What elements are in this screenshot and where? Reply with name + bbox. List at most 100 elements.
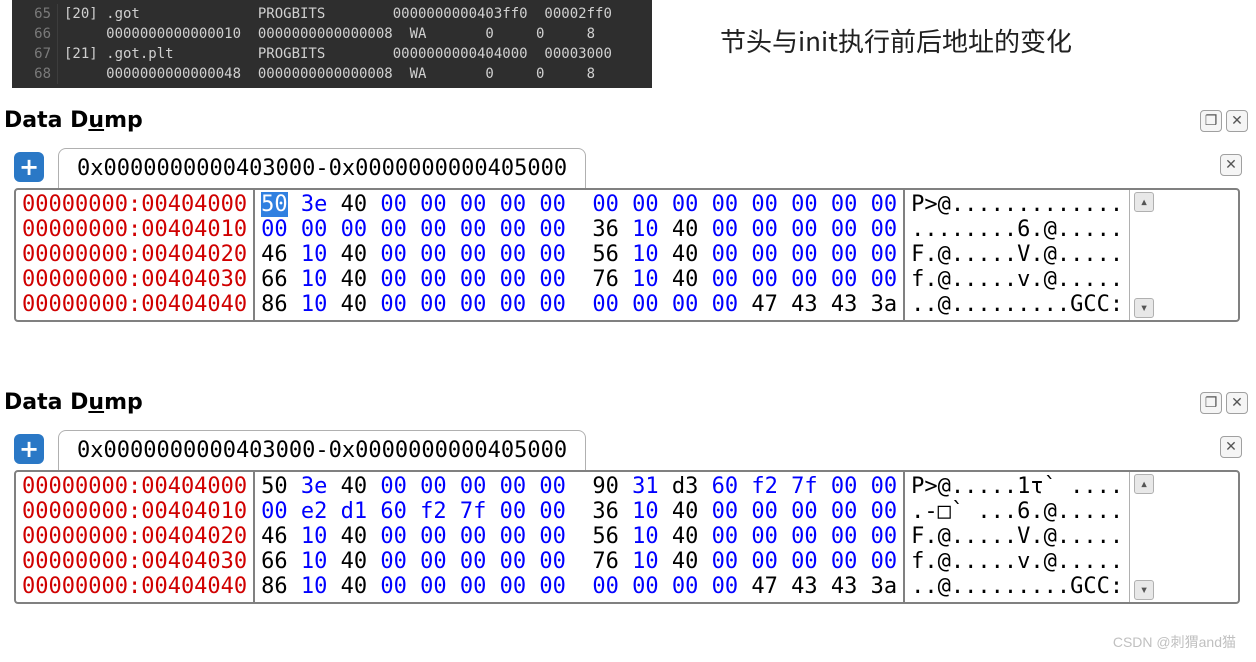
hex-byte[interactable]: 00 [261, 499, 288, 524]
hex-byte[interactable]: 10 [301, 292, 328, 317]
hex-byte[interactable]: 00 [500, 192, 527, 217]
hex-byte[interactable]: e2 [301, 499, 328, 524]
hex-byte[interactable]: 10 [301, 524, 328, 549]
hex-byte[interactable]: 00 [380, 549, 407, 574]
hex-byte[interactable]: 00 [751, 217, 778, 242]
hex-byte[interactable]: 00 [871, 474, 898, 499]
hex-byte[interactable]: 00 [831, 242, 858, 267]
hex-byte[interactable]: 00 [791, 524, 818, 549]
hex-byte[interactable]: 43 [791, 574, 818, 599]
restore-icon[interactable]: ❐ [1200, 110, 1222, 132]
hex-byte[interactable]: 00 [791, 192, 818, 217]
hex-byte[interactable]: 3e [301, 474, 328, 499]
hex-byte[interactable]: 40 [341, 242, 368, 267]
hex-byte[interactable]: 00 [460, 574, 487, 599]
hex-byte[interactable]: 00 [380, 524, 407, 549]
hex-byte[interactable]: 00 [592, 292, 619, 317]
hex-byte[interactable]: 3e [301, 192, 328, 217]
hex-byte[interactable]: 00 [380, 192, 407, 217]
hex-byte[interactable]: 3a [871, 292, 898, 317]
hex-byte[interactable]: 00 [539, 474, 566, 499]
hex-byte[interactable]: 00 [261, 217, 288, 242]
hex-byte[interactable]: 00 [751, 267, 778, 292]
restore-icon[interactable]: ❐ [1200, 392, 1222, 414]
hex-byte[interactable]: 60 [380, 499, 407, 524]
hex-byte[interactable]: 00 [791, 242, 818, 267]
close-tab-icon[interactable]: ✕ [1220, 154, 1242, 176]
hex-byte[interactable]: 00 [712, 292, 739, 317]
hex-byte[interactable]: 00 [380, 292, 407, 317]
hex-byte[interactable]: 00 [871, 192, 898, 217]
hex-byte[interactable]: 00 [460, 267, 487, 292]
hex-byte[interactable]: d1 [341, 499, 368, 524]
hex-byte[interactable]: 00 [500, 217, 527, 242]
hex-byte[interactable]: 3a [871, 574, 898, 599]
hex-byte[interactable]: 00 [500, 474, 527, 499]
hex-byte[interactable]: 76 [592, 267, 619, 292]
hex-byte[interactable]: 00 [871, 217, 898, 242]
hex-byte[interactable]: 66 [261, 549, 288, 574]
hex-byte[interactable]: 10 [301, 549, 328, 574]
hex-byte[interactable]: 00 [301, 217, 328, 242]
hex-byte[interactable]: 00 [712, 524, 739, 549]
hex-byte[interactable]: 00 [672, 574, 699, 599]
hex-byte[interactable]: 00 [460, 242, 487, 267]
hex-byte[interactable]: 00 [871, 499, 898, 524]
hex-byte[interactable]: 00 [871, 267, 898, 292]
hex-byte[interactable]: 40 [341, 574, 368, 599]
hex-byte[interactable]: 00 [712, 267, 739, 292]
hex-byte[interactable]: 00 [632, 574, 659, 599]
hex-byte[interactable]: 43 [791, 292, 818, 317]
hex-byte[interactable]: 76 [592, 549, 619, 574]
hex-byte[interactable]: 00 [831, 499, 858, 524]
hex-byte[interactable]: 00 [460, 524, 487, 549]
hex-byte[interactable]: 00 [592, 192, 619, 217]
hex-byte[interactable]: 00 [791, 217, 818, 242]
hex-byte[interactable]: 00 [420, 292, 447, 317]
hex-byte[interactable]: 00 [341, 217, 368, 242]
hex-byte[interactable]: f2 [751, 474, 778, 499]
hex-byte[interactable]: 00 [460, 217, 487, 242]
hex-byte[interactable]: 86 [261, 574, 288, 599]
hex-byte[interactable]: f2 [420, 499, 447, 524]
hex-byte[interactable]: 00 [539, 574, 566, 599]
hex-byte[interactable]: 00 [460, 292, 487, 317]
hex-byte[interactable]: 00 [420, 549, 447, 574]
hex-byte[interactable]: 86 [261, 292, 288, 317]
hex-byte[interactable]: 00 [791, 549, 818, 574]
hex-byte[interactable]: 00 [712, 242, 739, 267]
hex-byte[interactable]: 00 [460, 192, 487, 217]
hex-byte[interactable]: 56 [592, 524, 619, 549]
hex-byte[interactable]: 00 [831, 549, 858, 574]
close-icon[interactable]: ✕ [1226, 392, 1248, 414]
hex-byte[interactable]: 00 [672, 192, 699, 217]
hex-byte[interactable]: 40 [341, 267, 368, 292]
scroll-up-icon[interactable]: ▴ [1134, 474, 1154, 494]
hex-byte[interactable]: 10 [632, 267, 659, 292]
hex-byte[interactable]: 50 [261, 474, 288, 499]
hex-byte[interactable]: 00 [380, 217, 407, 242]
hex-byte[interactable]: 00 [831, 217, 858, 242]
hex-byte[interactable]: 00 [500, 549, 527, 574]
hex-byte[interactable]: 00 [712, 217, 739, 242]
hex-byte[interactable]: 60 [712, 474, 739, 499]
hex-byte[interactable]: 00 [420, 524, 447, 549]
hex-byte[interactable]: 10 [301, 267, 328, 292]
hex-byte[interactable]: 00 [420, 267, 447, 292]
hex-byte[interactable]: 00 [712, 499, 739, 524]
hex-byte[interactable]: 00 [751, 549, 778, 574]
hex-byte[interactable]: 00 [500, 524, 527, 549]
hex-byte[interactable]: 00 [420, 242, 447, 267]
hex-byte[interactable]: 00 [831, 524, 858, 549]
hex-byte[interactable]: 66 [261, 267, 288, 292]
hex-byte[interactable]: 40 [672, 524, 699, 549]
hex-byte[interactable]: 00 [380, 242, 407, 267]
hex-byte[interactable]: 40 [341, 549, 368, 574]
hex-byte[interactable]: 56 [592, 242, 619, 267]
hex-byte[interactable]: 10 [632, 549, 659, 574]
hex-byte[interactable]: 40 [672, 499, 699, 524]
hex-byte[interactable]: 00 [831, 192, 858, 217]
hex-byte[interactable]: 31 [632, 474, 659, 499]
add-tab-button[interactable]: + [14, 152, 44, 182]
hex-byte[interactable]: 00 [871, 549, 898, 574]
